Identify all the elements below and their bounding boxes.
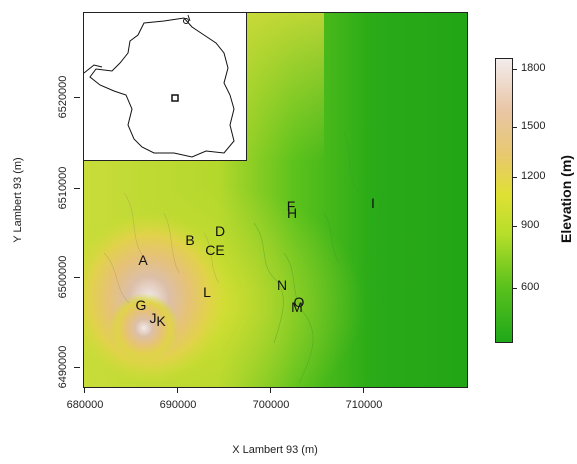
y-tick-mark <box>74 97 80 98</box>
colorbar-title: Elevation (m) <box>558 155 574 243</box>
site-label-j: J <box>149 310 157 326</box>
y-tick-mark <box>74 277 80 278</box>
colorbar-tick-mark <box>512 288 517 289</box>
colorbar-tick-label: 1800 <box>521 62 546 74</box>
site-label-m: M <box>291 299 303 315</box>
x-tick-label: 700000 <box>252 399 290 411</box>
france-outline <box>84 14 235 158</box>
inset-map <box>84 13 247 161</box>
site-label-d: D <box>214 223 226 239</box>
x-tick-mark <box>84 387 85 393</box>
site-label-o: O <box>293 294 305 310</box>
colorbar-tick-mark <box>512 69 517 70</box>
colorbar-tick-mark <box>512 177 517 178</box>
colorbar <box>495 58 513 343</box>
colorbar-tick-mark <box>512 226 517 227</box>
y-tick-mark <box>74 367 80 368</box>
site-label-i: I <box>371 195 375 211</box>
map-panel <box>83 12 468 388</box>
site-label-h: H <box>286 205 298 221</box>
site-label-n: N <box>276 277 288 293</box>
colorbar-tick-label: 600 <box>521 281 540 293</box>
x-tick-mark <box>363 387 364 393</box>
y-tick-label: 6490000 <box>57 345 69 389</box>
x-axis <box>83 387 466 388</box>
y-tick-mark <box>74 188 80 189</box>
x-tick-mark <box>270 387 271 393</box>
y-tick-label: 6520000 <box>57 75 69 119</box>
x-tick-label: 710000 <box>345 399 383 411</box>
colorbar-tick-label: 900 <box>521 219 540 231</box>
y-tick-label: 6500000 <box>57 255 69 299</box>
x-tick-label: 680000 <box>66 399 104 411</box>
colorbar-tick-label: 1200 <box>521 170 546 182</box>
study-area-marker <box>171 94 179 102</box>
x-tick-mark <box>177 387 178 393</box>
site-label-k: K <box>156 313 166 329</box>
site-label-l: L <box>203 284 211 300</box>
elevation-raster <box>84 13 467 387</box>
y-tick-label: 6510000 <box>57 166 69 210</box>
colorbar-tick-mark <box>512 127 517 128</box>
site-label-a: A <box>138 252 148 268</box>
site-label-ce: CE <box>205 242 225 258</box>
site-label-b: B <box>185 232 195 248</box>
colorbar-tick-label: 1500 <box>521 120 546 132</box>
site-label-g: G <box>135 297 147 313</box>
x-axis-title: X Lambert 93 (m) <box>232 444 318 456</box>
y-axis-title: Y Lambert 93 (m) <box>12 157 24 243</box>
y-axis <box>77 12 84 386</box>
x-tick-label: 690000 <box>159 399 197 411</box>
site-label-f: F <box>286 198 296 214</box>
